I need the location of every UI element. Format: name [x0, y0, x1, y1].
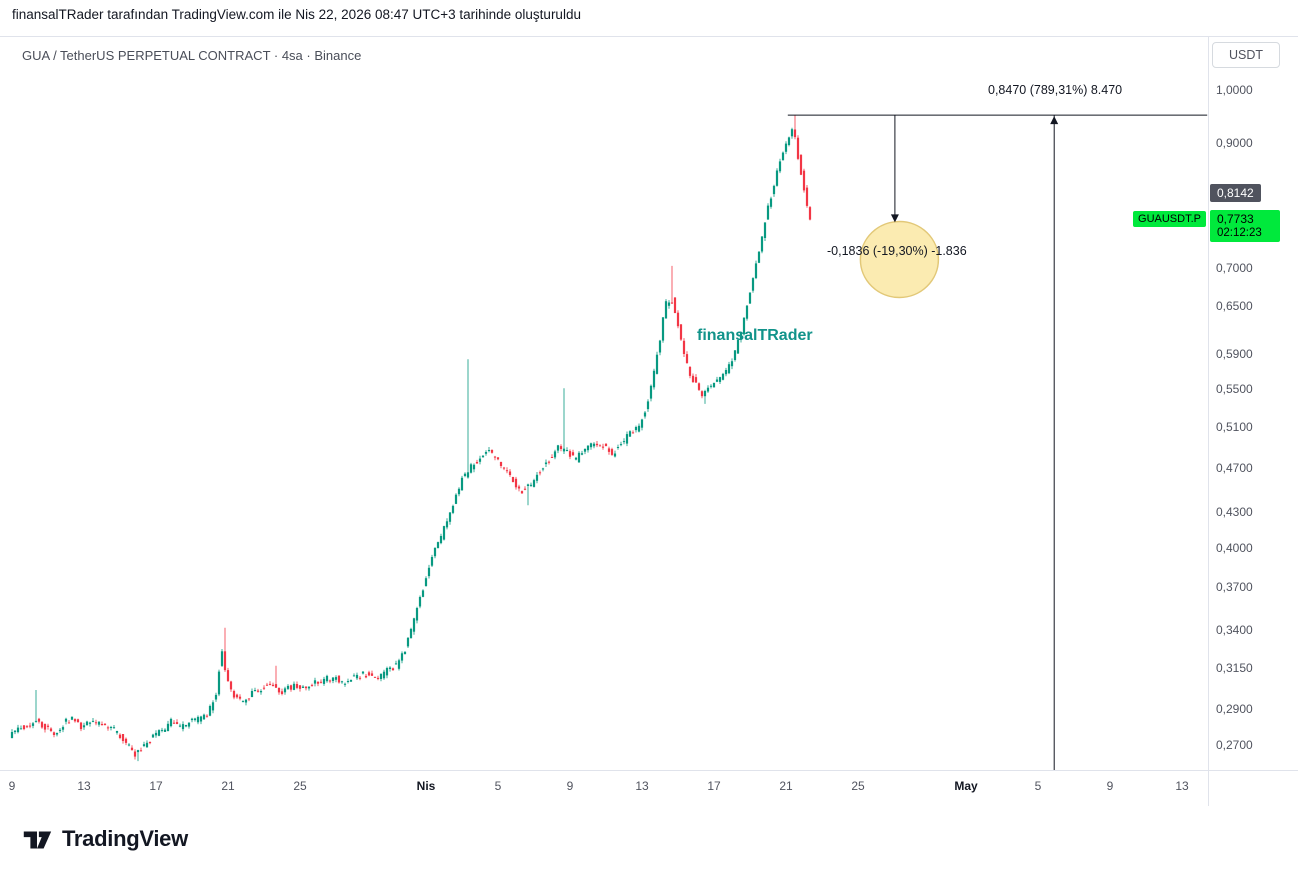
last-price-value: 0,7733: [1217, 211, 1254, 226]
time-tick-label: 9: [1106, 779, 1114, 793]
price-tick-label: 0,5900: [1216, 346, 1253, 361]
time-tick-label: 25: [851, 779, 865, 793]
time-axis[interactable]: 9 13 17 21 25 Nis 5 9 13 17 21 25 May 5 9 13: [0, 770, 1208, 806]
price-tick-label: 0,5100: [1216, 419, 1253, 434]
candles-series: [10, 115, 812, 762]
price-tick-label: 0,4000: [1216, 541, 1253, 556]
price-tick-label: 0,3700: [1216, 580, 1253, 595]
drop-measure-label: -0,1836 (-19,30%) -1.836: [827, 244, 967, 258]
range-measure-label: 0,8470 (789,31%) 8.470: [988, 83, 1123, 97]
bar-countdown: 02:12:23: [1217, 226, 1262, 239]
price-tick-label: 0,5500: [1216, 382, 1253, 397]
attribution-text: finansalTRader tarafından TradingView.co…: [12, 7, 581, 22]
last-price-badge: 0,7733 02:12:23: [1210, 209, 1280, 242]
footer: TradingView: [20, 822, 188, 856]
author-watermark: finansalTRader: [697, 327, 813, 344]
price-axis[interactable]: 1,0000 0,9000 0,7000 0,6500 0,5900 0,5500 0,51…: [1208, 0, 1298, 806]
time-tick-label: 13: [635, 779, 649, 793]
price-tick-label: 0,2900: [1216, 702, 1253, 717]
time-tick-label: 5: [1034, 779, 1042, 793]
time-tick-label: 17: [707, 779, 721, 793]
currency-unit-button[interactable]: USDT: [1212, 42, 1280, 68]
price-tick-label: 1,0000: [1216, 83, 1253, 97]
symbol-title: GUA / TetherUS PERPETUAL CONTRACT · 4sa …: [22, 48, 362, 63]
price-tick-label: 0,2700: [1216, 738, 1253, 753]
price-tick-label: 0,6500: [1216, 298, 1253, 313]
price-axis-separator: [1208, 36, 1209, 806]
time-tick-label: 21: [221, 779, 235, 793]
time-tick-label: 25: [293, 779, 307, 793]
time-tick-label: 9: [8, 779, 16, 793]
secondary-price-badge: 0,8142: [1210, 183, 1261, 202]
symbol-price-flag: GUAUSDT.P: [1133, 210, 1206, 227]
ellipse-drawing: [859, 220, 940, 299]
chart-top-border: [0, 36, 1298, 37]
time-tick-label: 13: [1175, 779, 1189, 793]
price-tick-label: 0,4700: [1216, 460, 1253, 475]
price-tick-label: 0,3150: [1216, 660, 1253, 675]
candlestick-chart-canvas[interactable]: [0, 36, 1208, 770]
price-tick-label: 0,9000: [1216, 135, 1253, 150]
time-axis-separator: [0, 770, 1298, 771]
time-tick-label: 9: [566, 779, 574, 793]
price-tick-label: 0,4300: [1216, 505, 1253, 520]
time-tick-label: May: [954, 779, 978, 793]
time-tick-label: 5: [494, 779, 502, 793]
drop-arrow-tool: [890, 115, 899, 223]
time-tick-label: 13: [77, 779, 91, 793]
price-tick-label: 0,7000: [1216, 261, 1253, 276]
time-tick-label: 17: [149, 779, 163, 793]
time-tick-label: Nis: [416, 779, 436, 793]
tradingview-logo-text[interactable]: TradingView: [62, 826, 188, 851]
price-tick-label: 0,3400: [1216, 622, 1253, 637]
price-range-tool: [787, 114, 1208, 770]
time-tick-label: 21: [779, 779, 793, 793]
tradingview-logo-icon[interactable]: [20, 822, 54, 856]
